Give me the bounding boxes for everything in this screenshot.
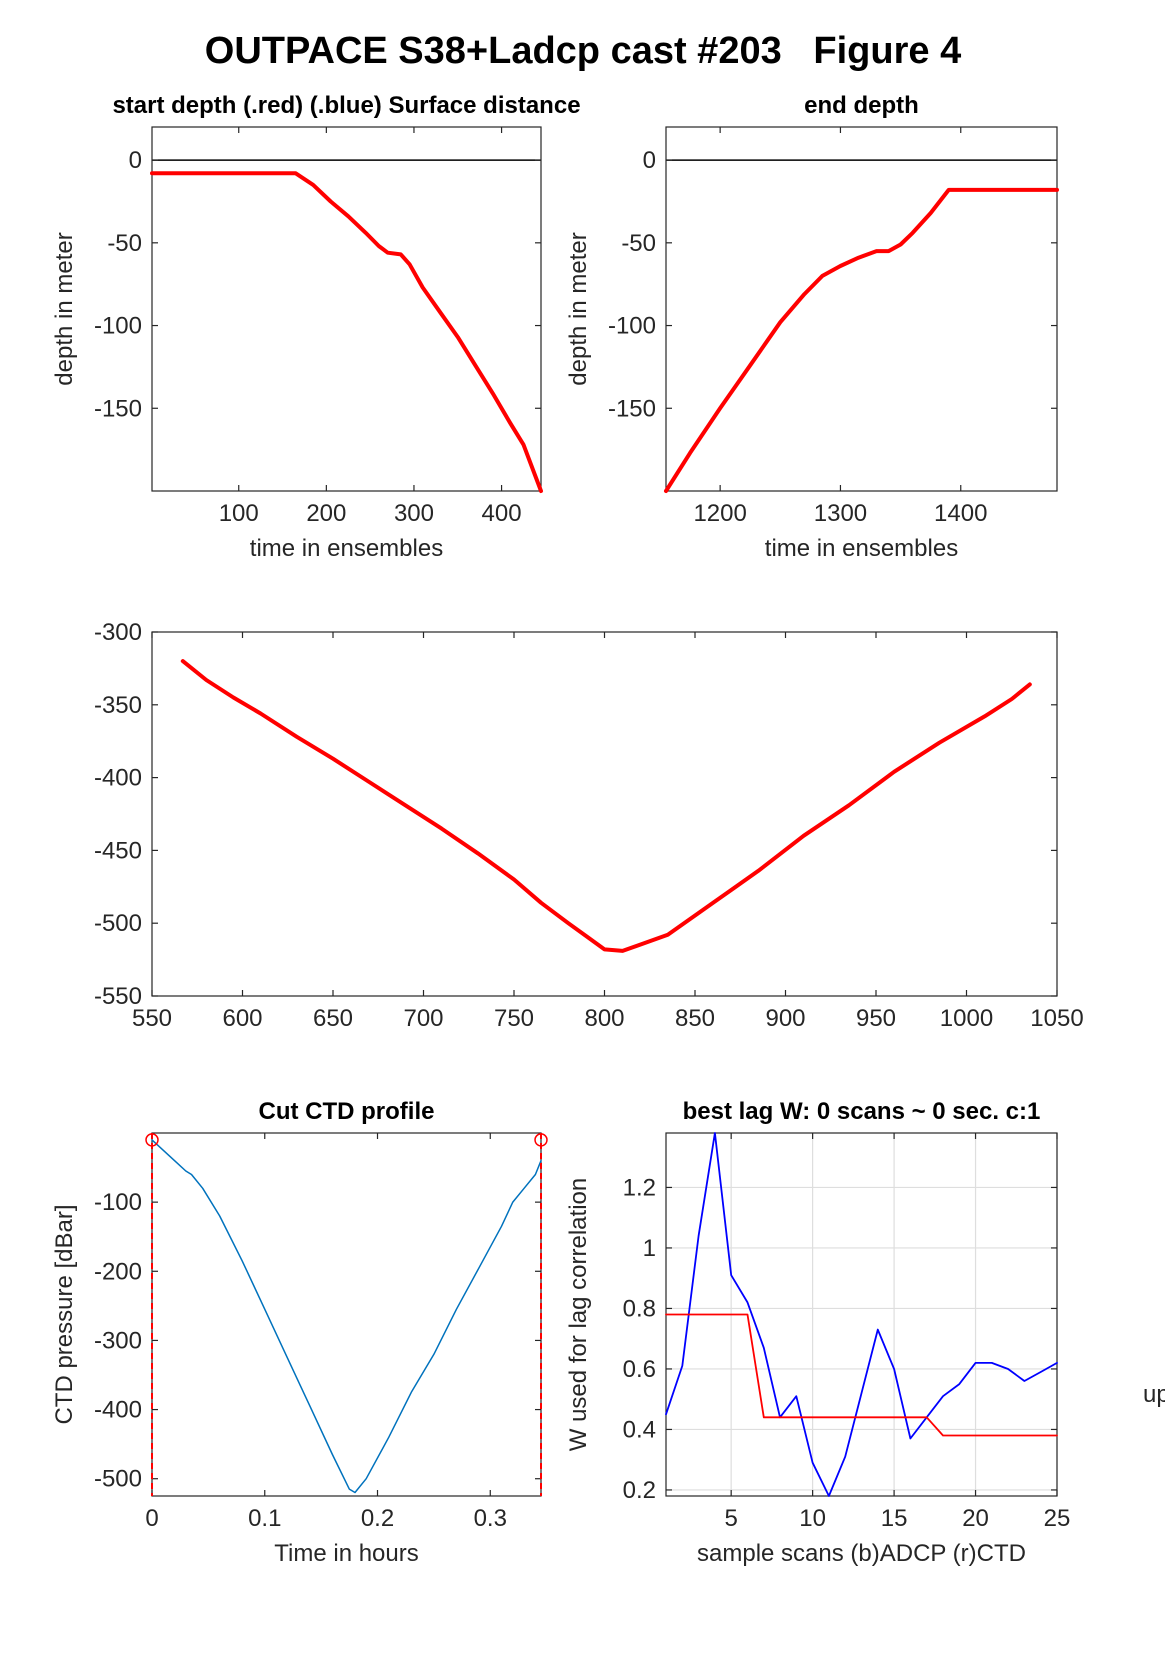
x-tick-label: 650 [313, 1005, 353, 1032]
y-tick-label: -550 [94, 983, 142, 1010]
chart-p1: 100 200 300 400 0 -50 -100 -150 start depth (.re… [51, 92, 581, 562]
x-axis-label: time in ensembles [765, 535, 958, 562]
x-tick-label: 25 [1044, 1505, 1071, 1532]
x-tick-label: 0.2 [361, 1505, 394, 1532]
y-tick-label: -500 [94, 910, 142, 937]
x-tick-label: 10 [799, 1505, 826, 1532]
x-tick-label: 300 [394, 500, 434, 527]
x-tick-label: 0 [145, 1505, 158, 1532]
axes-box [151, 126, 542, 492]
axes-box [151, 631, 1058, 997]
series-line-0 [664, 187, 1059, 493]
series-line-0 [151, 1139, 542, 1494]
x-tick-label: 1400 [934, 500, 987, 527]
axes-box [151, 1132, 542, 1497]
x-tick-label: 200 [306, 500, 346, 527]
cut-marker [145, 1133, 159, 1147]
x-tick-label: 1200 [693, 500, 746, 527]
x-tick-label: 0.3 [474, 1505, 507, 1532]
x-tick-label: 550 [132, 1005, 172, 1032]
y-tick-label: -450 [94, 837, 142, 864]
x-tick-label: 850 [675, 1005, 715, 1032]
x-tick-label: 20 [962, 1505, 989, 1532]
y-tick-label: -500 [94, 1466, 142, 1493]
y-axis-label: W used for lag correlation [565, 1178, 592, 1451]
x-tick-label: 750 [494, 1005, 534, 1032]
y-tick-label: 0.4 [623, 1416, 656, 1443]
x-tick-label: 950 [856, 1005, 896, 1032]
x-axis-label: Time in hours [274, 1540, 419, 1567]
y-tick-label: -400 [94, 765, 142, 792]
chart-title: best lag W: 0 scans ~ 0 sec. c:1 [683, 1098, 1041, 1125]
figure-title: OUTPACE S38+Ladcp cast #203 Figure 4 [205, 30, 961, 72]
x-tick-label: 700 [403, 1005, 443, 1032]
chart-p2: 1200 1300 1400 0 -50 -100 -150 end depth time in… [565, 92, 1059, 562]
y-tick-label: -100 [94, 1189, 142, 1216]
series-line-0 [150, 171, 543, 493]
y-tick-label: -300 [94, 1327, 142, 1354]
y-tick-label: -100 [608, 313, 656, 340]
y-tick-label: 0.6 [623, 1356, 656, 1383]
chart-title: Cut CTD profile [259, 1098, 435, 1125]
x-tick-label: 15 [881, 1505, 908, 1532]
y-axis-label: depth in meter [565, 232, 592, 385]
y-tick-label: -300 [94, 619, 142, 646]
y-tick-label: -50 [621, 230, 656, 257]
y-tick-label: -400 [94, 1397, 142, 1424]
x-tick-label: 1300 [814, 500, 867, 527]
x-tick-label: 800 [584, 1005, 624, 1032]
y-axis-label: depth in meter [51, 232, 78, 385]
y-tick-label: 1 [643, 1235, 656, 1262]
series-line-0 [665, 1132, 1058, 1497]
y-tick-label: -350 [94, 692, 142, 719]
chart-p3: 550 600 650 700 750 800 850 900 950 1000 1050 -300 -… [94, 619, 1084, 1032]
cut-marker [534, 1133, 548, 1147]
x-tick-label: 400 [482, 500, 522, 527]
y-tick-label: 0.8 [623, 1295, 656, 1322]
x-tick-label: 600 [222, 1005, 262, 1032]
x-axis-label: sample scans (b)ADCP (r)CTD [697, 1540, 1026, 1567]
y-tick-label: -50 [107, 230, 142, 257]
y-tick-label: -150 [94, 395, 142, 422]
x-tick-label: 5 [724, 1505, 737, 1532]
x-tick-label: 1050 [1030, 1005, 1083, 1032]
y-tick-label: 0.2 [623, 1477, 656, 1504]
axes-box [665, 126, 1058, 492]
chart-title: start depth (.red) (.blue) Surface dista… [112, 92, 580, 119]
chart-title: end depth [804, 92, 919, 119]
x-tick-label: 900 [765, 1005, 805, 1032]
x-tick-label: 0.1 [248, 1505, 281, 1532]
y-tick-label: -100 [94, 313, 142, 340]
side-label-up: up [1143, 1381, 1165, 1408]
y-tick-label: 0 [129, 147, 142, 174]
x-tick-label: 1000 [940, 1005, 993, 1032]
y-axis-label: CTD pressure [dBar] [51, 1204, 78, 1424]
x-tick-label: 100 [219, 500, 259, 527]
chart-p5: 5 10 15 20 25 0.2 0.4 0.6 0.8 1 1.2 best lag W: 0 s… [565, 1098, 1070, 1567]
y-tick-label: -200 [94, 1258, 142, 1285]
series-line-0 [180, 659, 1032, 953]
y-tick-label: -150 [608, 395, 656, 422]
chart-p4: 0 0.1 0.2 0.3 -100 -200 -300 -400 -500 Cut CTD pr… [51, 1098, 548, 1567]
series-line-1 [665, 1313, 1058, 1437]
y-tick-label: 1.2 [623, 1174, 656, 1201]
y-tick-label: 0 [643, 147, 656, 174]
x-axis-label: time in ensembles [250, 535, 443, 562]
